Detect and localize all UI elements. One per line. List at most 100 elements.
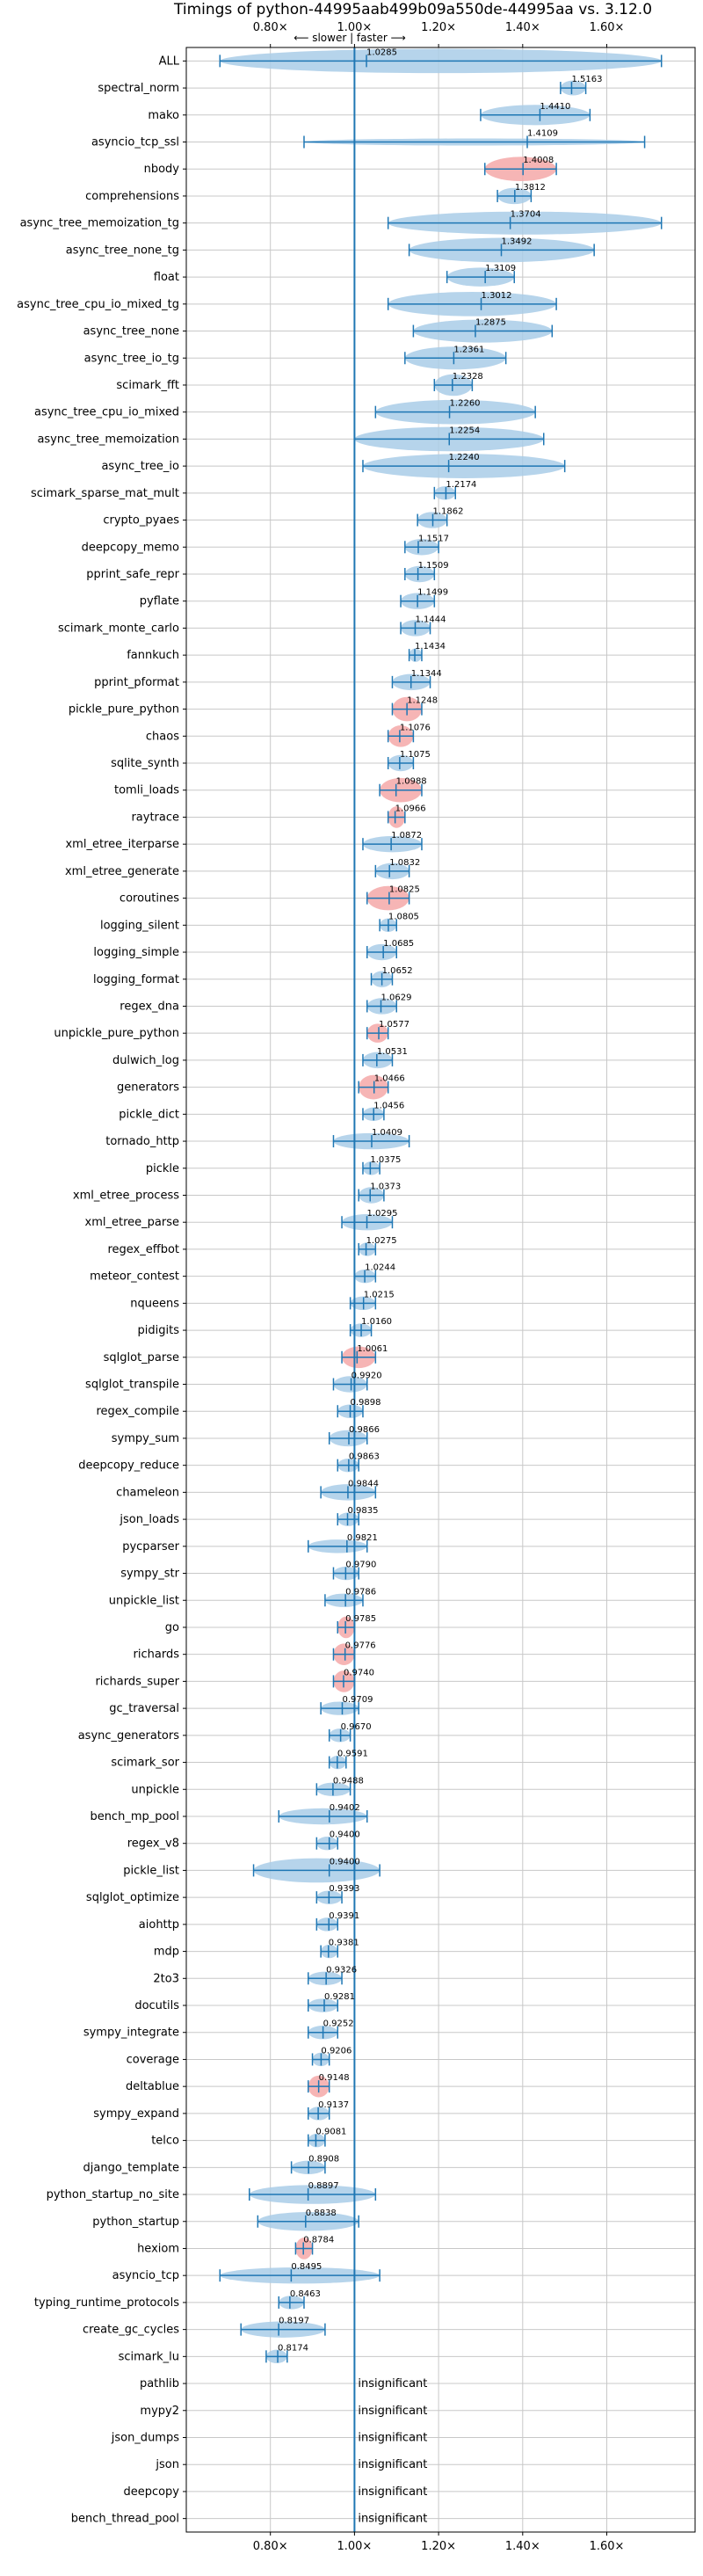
category-label: scimark_monte_carlo [58,622,179,635]
category-label: pidigits [138,1324,180,1337]
value-label: 0.9709 [342,1695,373,1705]
category-label: scimark_lu [119,2350,179,2363]
value-label: 0.9844 [348,1479,379,1488]
category-label: raytrace [131,811,179,824]
category-label: logging_silent [100,919,179,932]
category-label: coroutines [120,892,179,906]
insignificant-label: insignificant [358,2405,427,2418]
value-label: 0.9821 [347,1533,378,1543]
value-label: 1.0577 [379,1020,409,1030]
category-label: typing_runtime_protocols [34,2296,179,2310]
category-label: json_dumps [111,2431,179,2444]
category-label: regex_effbot [107,1243,179,1256]
category-label: sqlite_synth [111,757,179,770]
category-label: async_tree_none [83,325,179,338]
category-label: regex_compile [96,1405,179,1418]
value-label: 0.9785 [345,1614,376,1624]
category-label: hexiom [137,2242,179,2255]
value-label: 0.9920 [352,1372,382,1381]
category-label: python_startup_no_site [47,2188,179,2201]
labels-layer: 0.80× 0.80× 1.00× 1.00× 1.20× 1.20× 1.40× 1.40×… [17,21,624,2553]
category-label: generators [117,1081,179,1095]
value-label: 1.4410 [540,102,570,112]
value-label: 0.9252 [323,2019,354,2029]
value-label: 0.8908 [308,2154,339,2164]
category-label: comprehensions [85,190,179,203]
insignificant-label: insignificant [358,2513,427,2526]
value-label: 1.4109 [527,129,558,139]
value-label: 0.9402 [330,1803,360,1813]
value-label: 1.0373 [370,1182,401,1191]
x-tick-label-top: 0.80× [253,21,288,34]
category-label: async_tree_io [101,460,179,473]
value-label: 1.0466 [374,1074,405,1084]
value-label: 1.4008 [523,156,554,165]
value-label: 1.0832 [389,858,420,868]
value-label: 1.0375 [370,1155,401,1165]
value-label: 1.2254 [449,426,480,435]
value-label: 0.9863 [349,1452,380,1462]
value-label: 0.8495 [291,2262,322,2272]
value-label: 0.9866 [349,1425,380,1435]
value-label: 0.9393 [329,1884,359,1894]
category-label: sympy_str [120,1568,179,1581]
value-label: 0.8897 [308,2181,339,2191]
category-label: unpickle_pure_python [54,1027,179,1040]
value-label: 1.0966 [395,804,426,813]
category-label: coverage [127,2053,179,2066]
value-label: 0.9148 [319,2073,350,2083]
category-label: xml_etree_parse [85,1216,179,1229]
value-label: 1.2260 [450,399,481,409]
value-label: 1.0805 [388,912,419,921]
category-label: async_tree_io_tg [84,352,179,365]
category-label: telco [151,2135,179,2148]
value-label: 1.1444 [416,615,446,624]
x-tick-label-top: 1.00× [337,21,372,34]
category-label: mako [148,109,179,122]
value-label: 1.0409 [372,1128,402,1138]
value-label: 1.1075 [400,750,431,760]
value-label: 1.1509 [418,561,449,571]
category-label: crypto_pyaes [103,514,179,528]
value-label: 0.9670 [341,1722,372,1732]
category-label: scimark_sor [111,1757,179,1770]
category-label: pickle_list [123,1864,179,1877]
category-label: deepcopy_memo [82,541,179,554]
category-label: bench_mp_pool [90,1810,179,1823]
category-label: async_tree_memoization_tg [20,217,179,230]
category-label: float [154,271,179,284]
category-label: pprint_safe_repr [86,568,179,581]
value-label: 1.0285 [366,47,397,57]
value-label: 1.0244 [365,1263,395,1273]
value-label: 1.1344 [411,669,442,679]
category-label: richards_super [95,1675,179,1688]
category-label: gc_traversal [109,1702,179,1715]
value-label: 1.1499 [417,588,448,598]
value-label: 1.2240 [449,453,480,462]
value-label: 0.9898 [351,1398,381,1408]
value-label: 0.9326 [326,1965,357,1975]
insignificant-label: insignificant [358,2458,427,2471]
value-label: 1.0215 [364,1290,395,1299]
value-label: 1.3109 [485,264,516,273]
value-label: 1.0629 [381,993,412,1002]
value-label: 1.0456 [373,1101,404,1110]
category-label: sympy_expand [93,2107,179,2121]
value-label: 1.0652 [382,966,413,976]
value-label: 1.2328 [453,372,483,382]
category-label: aiohttp [139,1918,179,1932]
value-label: 0.9790 [345,1561,376,1570]
category-label: pickle_dict [119,1108,179,1121]
x-tick-label-top: 1.60× [590,21,625,34]
category-label: richards [134,1648,180,1662]
x-tick-label-top: 1.20× [421,21,456,34]
value-label: 1.2875 [475,318,506,328]
value-label: 0.9591 [337,1750,368,1759]
category-label: unpickle [131,1783,179,1796]
category-label: chaos [146,730,179,743]
value-label: 1.2361 [453,345,484,354]
value-label: 1.1248 [407,696,438,706]
x-tick-label-bottom: 1.20× [421,2540,456,2553]
value-label: 0.9786 [345,1587,376,1597]
